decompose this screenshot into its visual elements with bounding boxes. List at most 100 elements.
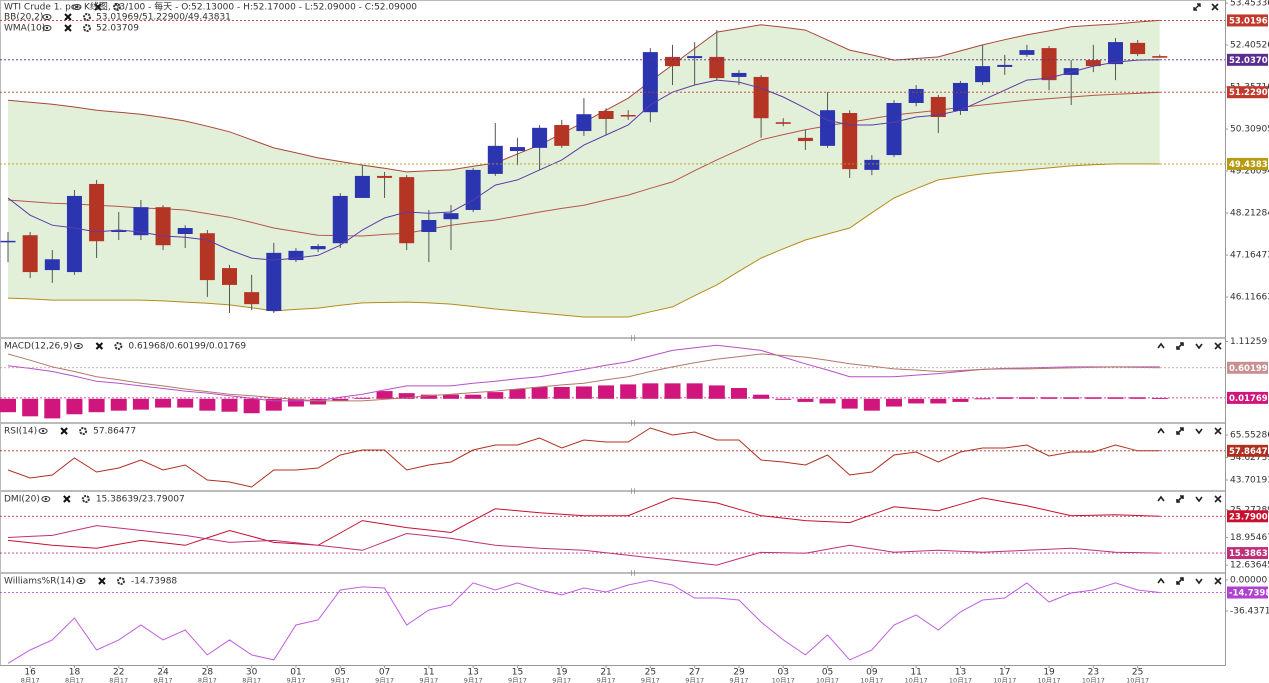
x-tick-label: 25 — [1132, 668, 1143, 678]
marker-label: 51.22900 — [1229, 88, 1269, 98]
x-sublabel: 9月17 — [641, 677, 660, 683]
pane-grip — [631, 335, 635, 341]
panel-title: RSI(14) — [4, 427, 37, 437]
candle-body — [177, 228, 193, 235]
macd-bar — [886, 398, 902, 407]
settings-icon[interactable] — [114, 342, 123, 350]
remove-icon[interactable] — [63, 495, 71, 503]
panel-title: MACD(12,26,9) — [4, 342, 72, 352]
candle-body — [288, 250, 304, 261]
settings-icon[interactable] — [83, 13, 91, 21]
expand-icon[interactable] — [1176, 495, 1184, 503]
up-icon[interactable] — [1157, 427, 1165, 434]
macd-bar — [44, 398, 61, 419]
up-icon[interactable] — [1157, 577, 1165, 584]
remove-icon[interactable] — [95, 342, 104, 350]
close-icon[interactable] — [1214, 577, 1222, 585]
marker-box — [1227, 361, 1268, 374]
x-tick-label: 27 — [689, 668, 700, 678]
macd-bar — [575, 386, 592, 399]
indicator-name: BB(20,2) — [4, 13, 43, 23]
down-icon[interactable] — [1195, 578, 1203, 585]
macd-bar — [664, 383, 681, 399]
candle-body — [111, 230, 127, 233]
eye-icon[interactable] — [41, 496, 51, 502]
eye-icon[interactable] — [42, 14, 52, 20]
marker-box — [1227, 86, 1268, 99]
x-tick-label: 23 — [1088, 668, 1099, 678]
down-icon[interactable] — [1195, 343, 1203, 350]
indicator-line — [7, 525, 1160, 566]
band-fill — [8, 20, 1160, 318]
y-tick-label: 50.30905 — [1230, 125, 1269, 135]
macd-bar — [66, 398, 83, 415]
candle-body — [310, 246, 326, 250]
settings-icon[interactable] — [116, 577, 125, 585]
candle-body — [487, 145, 503, 174]
remove-icon[interactable] — [64, 13, 72, 21]
macd-bar — [243, 398, 260, 414]
marker-box — [1227, 53, 1268, 66]
macd-bar — [199, 398, 216, 411]
candle-body — [731, 72, 747, 77]
macd-bar — [841, 398, 858, 409]
y-tick-label: 52.40526 — [1230, 41, 1269, 51]
settings-icon[interactable] — [83, 24, 91, 32]
candle-body — [1063, 68, 1079, 75]
x-tick-label: 01 — [290, 668, 301, 678]
eye-icon[interactable] — [72, 4, 82, 10]
eye-pupil — [75, 5, 79, 9]
close-icon[interactable] — [1214, 495, 1222, 503]
down-icon[interactable] — [1195, 428, 1203, 435]
settings-icon[interactable] — [79, 427, 88, 435]
macd-bar — [88, 398, 105, 413]
candle-body — [1152, 56, 1168, 58]
candle-body — [377, 175, 393, 178]
y-tick-label: 47.16473 — [1230, 251, 1269, 261]
close-icon[interactable] — [1214, 427, 1222, 435]
candle-body — [908, 88, 924, 103]
settings-icon[interactable] — [81, 495, 90, 503]
x-tick-label: 11 — [910, 668, 921, 678]
candle-body — [576, 114, 592, 132]
remove-icon[interactable] — [98, 577, 106, 585]
remove-icon[interactable] — [60, 427, 68, 435]
y-tick-label: -36.43718 — [1230, 606, 1269, 616]
macd-bar — [465, 394, 482, 399]
down-icon[interactable] — [1195, 496, 1203, 503]
macd-bar — [708, 385, 725, 399]
macd-bar — [155, 398, 172, 408]
up-icon[interactable] — [1157, 495, 1165, 502]
candle-body — [465, 169, 481, 210]
remove-icon[interactable] — [64, 24, 72, 32]
settings-icon[interactable] — [113, 3, 121, 11]
x-tick-label: 07 — [379, 668, 390, 678]
up-icon[interactable] — [1157, 342, 1165, 349]
x-tick-label: 19 — [556, 668, 568, 678]
x-sublabel: 9月17 — [286, 677, 305, 683]
eye-icon[interactable] — [76, 578, 86, 584]
expand-icon[interactable] — [1176, 427, 1184, 435]
eye-icon[interactable] — [42, 25, 52, 31]
close-icon[interactable] — [1214, 342, 1222, 350]
remove-icon[interactable] — [94, 3, 102, 11]
panel-title: Williams%R(14) — [4, 577, 75, 587]
close-icon[interactable] — [1211, 3, 1219, 11]
candle-body — [820, 110, 836, 146]
expand-icon[interactable] — [1176, 342, 1184, 350]
marker-box — [1227, 157, 1268, 170]
macd-bar — [686, 383, 703, 399]
expand-icon[interactable] — [1193, 3, 1201, 11]
eye-icon[interactable] — [38, 428, 48, 434]
x-tick-label: 30 — [246, 668, 258, 678]
y-tick-label: 53.45336 — [1230, 0, 1269, 9]
candle-body — [155, 207, 171, 246]
expand-icon[interactable] — [1176, 577, 1184, 585]
x-sublabel: 9月17 — [331, 677, 350, 683]
eye-pupil — [45, 26, 49, 30]
macd-bar — [487, 392, 504, 399]
candle-body — [266, 252, 282, 311]
candle-body — [1130, 42, 1146, 55]
macd-bar — [132, 398, 149, 410]
eye-icon[interactable] — [73, 343, 83, 349]
